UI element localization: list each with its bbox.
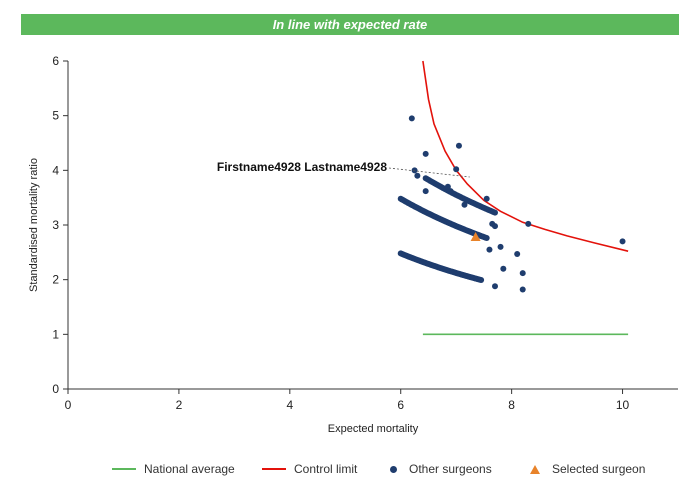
x-tick-label: 6 bbox=[397, 398, 404, 412]
legend-label: National average bbox=[144, 462, 235, 476]
selected-surgeon-triangle-icon bbox=[530, 464, 540, 474]
other-surgeon-point bbox=[455, 142, 462, 149]
x-tick-label: 2 bbox=[176, 398, 183, 412]
annotation-leader-line bbox=[388, 167, 470, 178]
other-surgeon-point bbox=[422, 188, 429, 195]
other-surgeon-point bbox=[519, 270, 526, 277]
legend-label: Selected surgeon bbox=[552, 462, 646, 476]
y-tick-label: 0 bbox=[52, 382, 59, 396]
y-tick-label: 3 bbox=[52, 218, 59, 232]
legend: National average Control limit Other sur… bbox=[0, 457, 700, 481]
selected-surgeon-annotation: Firstname4928 Lastname4928 bbox=[217, 160, 387, 174]
other-surgeon-point bbox=[492, 283, 498, 290]
status-banner: In line with expected rate bbox=[21, 14, 679, 35]
other-surgeon-point bbox=[478, 277, 485, 284]
legend-item-other-surgeons[interactable]: Other surgeons bbox=[384, 457, 492, 481]
other-surgeon-point bbox=[408, 115, 415, 122]
selected-surgeon-point bbox=[470, 232, 481, 242]
control-limit-swatch-icon bbox=[262, 468, 286, 470]
other-surgeon-point bbox=[486, 246, 493, 253]
x-tick-label: 0 bbox=[65, 398, 72, 412]
other-surgeon-point bbox=[519, 286, 526, 293]
y-tick-label: 1 bbox=[52, 327, 59, 341]
funnel-plot: 0 1 2 3 4 5 6 0 2 4 6 8 10 Expected mortality Standa… bbox=[28, 54, 678, 435]
other-surgeon-point bbox=[483, 235, 490, 242]
y-tick-label: 6 bbox=[52, 54, 59, 68]
other-surgeon-point bbox=[447, 188, 454, 195]
legend-item-control-limit[interactable]: Control limit bbox=[262, 457, 357, 481]
y-tick-label: 4 bbox=[52, 163, 59, 177]
y-axis-label: Standardised mortality ratio bbox=[28, 158, 40, 292]
national-average-swatch-icon bbox=[112, 468, 136, 470]
x-tick-label: 8 bbox=[508, 398, 515, 412]
legend-label: Control limit bbox=[294, 462, 358, 476]
other-surgeon-point bbox=[619, 238, 626, 245]
other-surgeon-point bbox=[497, 243, 504, 250]
other-surgeon-point bbox=[461, 201, 468, 208]
other-surgeons-dot-icon bbox=[390, 465, 397, 473]
y-tick-label: 5 bbox=[52, 109, 59, 123]
other-surgeon-point bbox=[492, 223, 498, 230]
legend-item-national-average[interactable]: National average bbox=[112, 457, 235, 481]
chart-marks bbox=[388, 60, 629, 336]
other-surgeon-point bbox=[414, 172, 421, 179]
control-limit-line bbox=[422, 60, 629, 252]
x-tick-label: 10 bbox=[616, 398, 630, 412]
axes: 0 1 2 3 4 5 6 0 2 4 6 8 10 bbox=[52, 54, 678, 412]
other-surgeon-point bbox=[525, 220, 532, 227]
other-surgeon-point bbox=[411, 167, 418, 174]
other-surgeon-point bbox=[483, 195, 490, 202]
x-tick-label: 4 bbox=[286, 398, 293, 412]
y-tick-label: 2 bbox=[52, 273, 59, 287]
other-surgeon-point bbox=[453, 166, 460, 173]
other-surgeon-point bbox=[500, 265, 507, 272]
other-surgeon-point bbox=[514, 250, 521, 257]
legend-label: Other surgeons bbox=[409, 462, 492, 476]
legend-item-selected-surgeon[interactable]: Selected surgeon bbox=[524, 457, 645, 481]
x-axis-label: Expected mortality bbox=[328, 423, 419, 435]
other-surgeon-point bbox=[492, 209, 498, 216]
other-surgeon-point bbox=[444, 183, 451, 190]
other-surgeon-point bbox=[422, 150, 429, 157]
